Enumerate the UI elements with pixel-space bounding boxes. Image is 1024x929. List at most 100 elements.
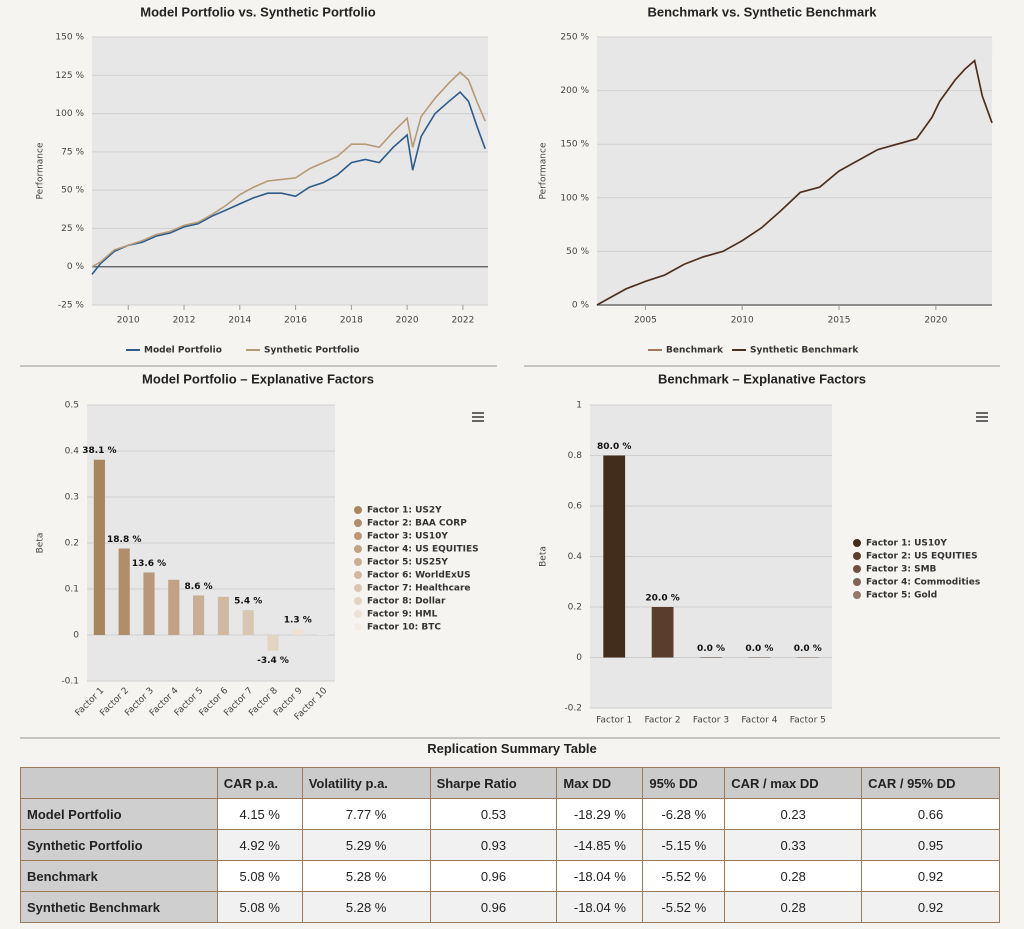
header-cell: CAR / max DD bbox=[724, 767, 863, 799]
y-tick-label: 150 % bbox=[560, 140, 589, 150]
y-axis-label: Beta bbox=[539, 546, 549, 567]
x-tick-label: 2022 bbox=[451, 316, 474, 326]
bar bbox=[93, 459, 105, 635]
y-tick-label: 0 % bbox=[67, 262, 85, 272]
menu-icon[interactable] bbox=[467, 407, 489, 426]
data-label: 0.0 % bbox=[794, 644, 822, 654]
plot-area bbox=[92, 37, 488, 305]
bar bbox=[242, 610, 254, 635]
table-cell: 0.92 bbox=[861, 860, 1000, 892]
header-cell: CAR / 95% DD bbox=[861, 767, 1000, 799]
legend-swatch bbox=[853, 591, 861, 599]
chart-title: Benchmark vs. Synthetic Benchmark bbox=[647, 4, 877, 19]
y-tick-label: -0.2 bbox=[564, 704, 582, 714]
header-cell: CAR p.a. bbox=[216, 767, 303, 799]
x-tick-label: 2020 bbox=[396, 316, 419, 326]
series-line bbox=[91, 90, 486, 275]
x-tick-label: Factor 1 bbox=[596, 716, 632, 726]
table-cell: 0.92 bbox=[861, 891, 1000, 923]
y-tick-label: -25 % bbox=[58, 301, 85, 311]
legend-label: Model Portfolio bbox=[144, 346, 222, 356]
series-line bbox=[91, 71, 486, 268]
y-tick-label: 0 bbox=[73, 631, 79, 641]
x-tick-label: 2012 bbox=[173, 316, 196, 326]
header-cell: Sharpe Ratio bbox=[429, 767, 558, 799]
legend-swatch bbox=[853, 565, 861, 573]
table-cell: 0.28 bbox=[724, 860, 863, 892]
y-tick-label: 150 % bbox=[55, 33, 84, 43]
legend-swatch bbox=[354, 532, 362, 540]
table-cell: 0.53 bbox=[429, 798, 558, 830]
row-label: Model Portfolio bbox=[20, 798, 218, 830]
bar bbox=[700, 657, 722, 658]
x-tick-label: 2005 bbox=[634, 316, 657, 326]
legend-swatch bbox=[354, 623, 362, 631]
header-cell: Volatility p.a. bbox=[301, 767, 431, 799]
x-tick-label: 2010 bbox=[117, 316, 140, 326]
legend-label: Factor 9: HML bbox=[367, 610, 438, 620]
x-tick-label: Factor 4 bbox=[741, 716, 777, 726]
legend-swatch bbox=[354, 506, 362, 514]
table-row: Model Portfolio 4.15 % 7.77 % 0.53 -18.29 % -… bbox=[20, 798, 1000, 830]
data-label: 20.0 % bbox=[645, 594, 679, 604]
legend-label: Factor 1: US10Y bbox=[866, 539, 947, 549]
table-row: Synthetic Benchmark 5.08 % 5.28 % 0.96 -18.0… bbox=[20, 891, 1000, 923]
table-cell: -18.29 % bbox=[556, 798, 644, 830]
bar bbox=[748, 657, 771, 658]
chart-title: Benchmark – Explanative Factors bbox=[658, 371, 866, 386]
legend-swatch bbox=[354, 610, 362, 618]
legend-label: Synthetic Portfolio bbox=[264, 346, 359, 356]
y-axis-label: Performance bbox=[36, 142, 46, 199]
y-tick-label: 0 % bbox=[572, 301, 590, 311]
y-axis-label: Performance bbox=[539, 142, 549, 199]
table-cell: 5.08 % bbox=[216, 860, 303, 892]
y-tick-label: 0.4 bbox=[65, 447, 80, 457]
legend-label: Factor 3: SMB bbox=[866, 565, 937, 575]
table-cell: 4.15 % bbox=[216, 798, 303, 830]
y-tick-label: 0.5 bbox=[65, 401, 79, 411]
y-tick-label: 100 % bbox=[55, 109, 84, 119]
header-row: CAR p.a. Volatility p.a. Sharpe Ratio Max D… bbox=[20, 767, 1000, 799]
table-cell: 0.33 bbox=[724, 829, 863, 861]
header-cell: 95% DD bbox=[642, 767, 726, 799]
data-label: 0.0 % bbox=[745, 644, 773, 654]
legend-label: Synthetic Benchmark bbox=[750, 346, 859, 356]
bar bbox=[267, 635, 279, 651]
table-cell: -5.52 % bbox=[642, 860, 726, 892]
menu-icon[interactable] bbox=[971, 407, 993, 426]
table-row: Benchmark 5.08 % 5.28 % 0.96 -18.04 % -5.52 %… bbox=[20, 860, 1000, 892]
legend-swatch bbox=[853, 539, 861, 547]
y-tick-label: 125 % bbox=[55, 71, 84, 81]
data-label: 5.4 % bbox=[234, 597, 262, 607]
dashboard: Model Portfolio vs. Synthetic Portfolio P… bbox=[20, 4, 1000, 739]
legend-label: Factor 1: US2Y bbox=[367, 506, 442, 516]
legend-label: Factor 3: US10Y bbox=[367, 532, 448, 542]
x-tick-label: 2014 bbox=[228, 316, 251, 326]
chart-title: Model Portfolio vs. Synthetic Portfolio bbox=[140, 4, 376, 19]
y-tick-label: 250 % bbox=[560, 33, 589, 43]
table-cell: 0.23 bbox=[724, 798, 863, 830]
row-label: Synthetic Benchmark bbox=[20, 891, 218, 923]
legend-label: Factor 6: WorldExUS bbox=[367, 571, 471, 581]
y-tick-label: 0.1 bbox=[65, 585, 79, 595]
summary-table: CAR p.a. Volatility p.a. Sharpe Ratio Max D… bbox=[20, 767, 1000, 923]
legend-label: Factor 5: US25Y bbox=[367, 558, 448, 568]
table-cell: -5.52 % bbox=[642, 891, 726, 923]
legend-label: Factor 10: BTC bbox=[367, 623, 441, 633]
x-tick-label: 2016 bbox=[284, 316, 307, 326]
table-title: Replication Summary Table bbox=[427, 741, 597, 756]
legend-label: Benchmark bbox=[666, 346, 724, 356]
legend-swatch bbox=[354, 558, 362, 566]
y-tick-label: 0.3 bbox=[65, 493, 79, 503]
data-label: 18.8 % bbox=[107, 535, 141, 545]
y-tick-label: 100 % bbox=[560, 193, 589, 203]
table-cell: 5.28 % bbox=[301, 891, 431, 923]
y-tick-label: 200 % bbox=[560, 86, 589, 96]
table-cell: 0.96 bbox=[429, 860, 558, 892]
bar bbox=[603, 455, 626, 658]
legend-swatch bbox=[853, 578, 861, 586]
bar bbox=[292, 629, 304, 635]
table-cell: 0.66 bbox=[861, 798, 1000, 830]
legend-label: Factor 2: US EQUITIES bbox=[866, 552, 978, 562]
table-cell: 4.92 % bbox=[216, 829, 303, 861]
